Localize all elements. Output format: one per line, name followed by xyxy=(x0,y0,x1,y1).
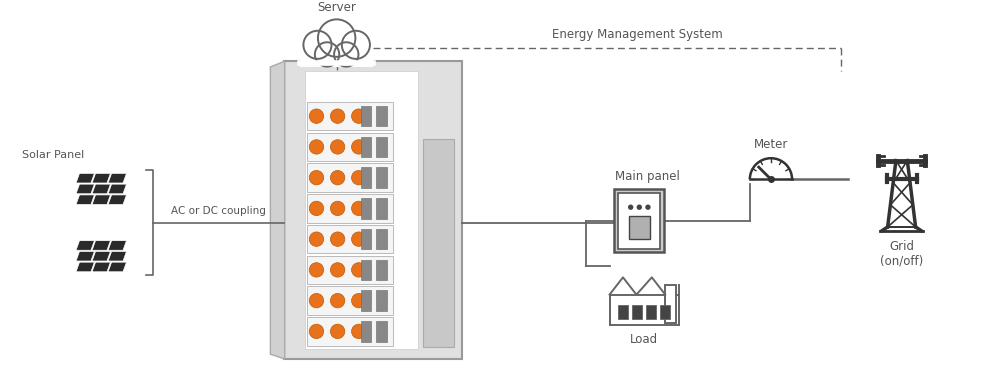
Text: Energy Management System: Energy Management System xyxy=(552,28,722,41)
Circle shape xyxy=(352,201,366,216)
Polygon shape xyxy=(76,251,94,261)
Text: Grid
(on/off): Grid (on/off) xyxy=(880,240,923,268)
FancyBboxPatch shape xyxy=(376,106,387,127)
Circle shape xyxy=(309,232,324,246)
FancyBboxPatch shape xyxy=(307,194,393,222)
FancyBboxPatch shape xyxy=(376,229,387,250)
Circle shape xyxy=(309,140,324,154)
FancyBboxPatch shape xyxy=(361,260,371,280)
Polygon shape xyxy=(270,61,285,359)
Circle shape xyxy=(352,170,366,185)
Circle shape xyxy=(303,31,331,59)
Text: Main panel: Main panel xyxy=(615,170,680,183)
Circle shape xyxy=(309,263,324,277)
FancyBboxPatch shape xyxy=(361,290,371,311)
Polygon shape xyxy=(92,184,110,194)
Polygon shape xyxy=(76,173,94,183)
FancyBboxPatch shape xyxy=(423,139,454,348)
Circle shape xyxy=(330,140,345,154)
Circle shape xyxy=(352,140,366,154)
FancyBboxPatch shape xyxy=(307,102,393,130)
FancyBboxPatch shape xyxy=(307,287,393,315)
Circle shape xyxy=(309,293,324,308)
Polygon shape xyxy=(108,173,126,183)
Circle shape xyxy=(334,42,358,67)
FancyBboxPatch shape xyxy=(307,225,393,253)
Polygon shape xyxy=(108,251,126,261)
FancyBboxPatch shape xyxy=(614,189,664,252)
FancyBboxPatch shape xyxy=(361,198,371,219)
Circle shape xyxy=(330,109,345,123)
Text: Server: Server xyxy=(317,1,356,14)
Polygon shape xyxy=(76,184,94,194)
Circle shape xyxy=(352,263,366,277)
FancyBboxPatch shape xyxy=(376,198,387,219)
FancyBboxPatch shape xyxy=(284,61,462,359)
FancyBboxPatch shape xyxy=(307,164,393,192)
Circle shape xyxy=(309,201,324,216)
Circle shape xyxy=(330,170,345,185)
FancyBboxPatch shape xyxy=(376,290,387,311)
FancyBboxPatch shape xyxy=(361,136,371,157)
Circle shape xyxy=(352,109,366,123)
Circle shape xyxy=(330,201,345,216)
Circle shape xyxy=(330,324,345,339)
Circle shape xyxy=(330,293,345,308)
FancyBboxPatch shape xyxy=(660,305,670,319)
Circle shape xyxy=(352,232,366,246)
FancyBboxPatch shape xyxy=(618,305,628,319)
Text: Meter: Meter xyxy=(754,138,788,152)
Polygon shape xyxy=(92,262,110,272)
Circle shape xyxy=(330,263,345,277)
FancyBboxPatch shape xyxy=(361,229,371,250)
Polygon shape xyxy=(108,184,126,194)
Polygon shape xyxy=(76,195,94,204)
Circle shape xyxy=(352,293,366,308)
Polygon shape xyxy=(108,262,126,272)
Circle shape xyxy=(309,170,324,185)
Circle shape xyxy=(628,204,633,210)
Polygon shape xyxy=(92,173,110,183)
Circle shape xyxy=(315,42,339,67)
FancyBboxPatch shape xyxy=(632,305,642,319)
Polygon shape xyxy=(92,251,110,261)
Polygon shape xyxy=(108,195,126,204)
FancyBboxPatch shape xyxy=(307,256,393,284)
Circle shape xyxy=(309,324,324,339)
FancyBboxPatch shape xyxy=(376,260,387,280)
FancyBboxPatch shape xyxy=(646,305,656,319)
Polygon shape xyxy=(76,262,94,272)
FancyBboxPatch shape xyxy=(300,52,373,67)
Text: AC or DC coupling: AC or DC coupling xyxy=(171,206,266,216)
Circle shape xyxy=(645,204,651,210)
FancyBboxPatch shape xyxy=(361,106,371,127)
Polygon shape xyxy=(92,241,110,250)
Polygon shape xyxy=(108,241,126,250)
Text: Load: Load xyxy=(630,333,658,346)
Polygon shape xyxy=(92,195,110,204)
FancyBboxPatch shape xyxy=(361,321,371,342)
Circle shape xyxy=(637,204,642,210)
FancyBboxPatch shape xyxy=(665,285,676,323)
FancyBboxPatch shape xyxy=(618,193,660,248)
Text: Solar Panel: Solar Panel xyxy=(22,150,84,160)
FancyBboxPatch shape xyxy=(307,133,393,161)
FancyBboxPatch shape xyxy=(376,136,387,157)
Circle shape xyxy=(309,109,324,123)
Circle shape xyxy=(352,324,366,339)
FancyBboxPatch shape xyxy=(376,167,387,188)
Circle shape xyxy=(342,31,370,59)
Circle shape xyxy=(318,19,355,57)
FancyBboxPatch shape xyxy=(361,167,371,188)
Polygon shape xyxy=(76,241,94,250)
FancyBboxPatch shape xyxy=(610,295,679,325)
FancyBboxPatch shape xyxy=(307,317,393,346)
FancyBboxPatch shape xyxy=(305,71,418,349)
FancyBboxPatch shape xyxy=(629,216,650,239)
FancyBboxPatch shape xyxy=(376,321,387,342)
Circle shape xyxy=(330,232,345,246)
